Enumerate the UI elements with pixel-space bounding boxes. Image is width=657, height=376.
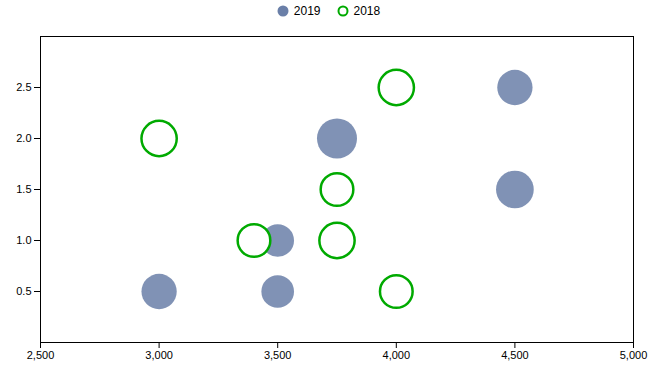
svg-text:2.0: 2.0: [16, 132, 31, 144]
svg-text:0.5: 0.5: [16, 285, 31, 297]
svg-text:1.0: 1.0: [16, 234, 31, 246]
svg-text:5,000: 5,000: [620, 349, 648, 361]
svg-text:2.5: 2.5: [16, 81, 31, 93]
svg-text:4,500: 4,500: [501, 349, 529, 361]
svg-text:1.5: 1.5: [16, 183, 31, 195]
html-text:2018: 2018: [353, 4, 381, 18]
svg-text:4,000: 4,000: [383, 349, 411, 361]
svg-text:2,500: 2,500: [27, 349, 55, 361]
html-text:2019: 2019: [293, 4, 321, 18]
svg-text:3,500: 3,500: [264, 349, 292, 361]
svg-text:3,000: 3,000: [145, 349, 173, 361]
